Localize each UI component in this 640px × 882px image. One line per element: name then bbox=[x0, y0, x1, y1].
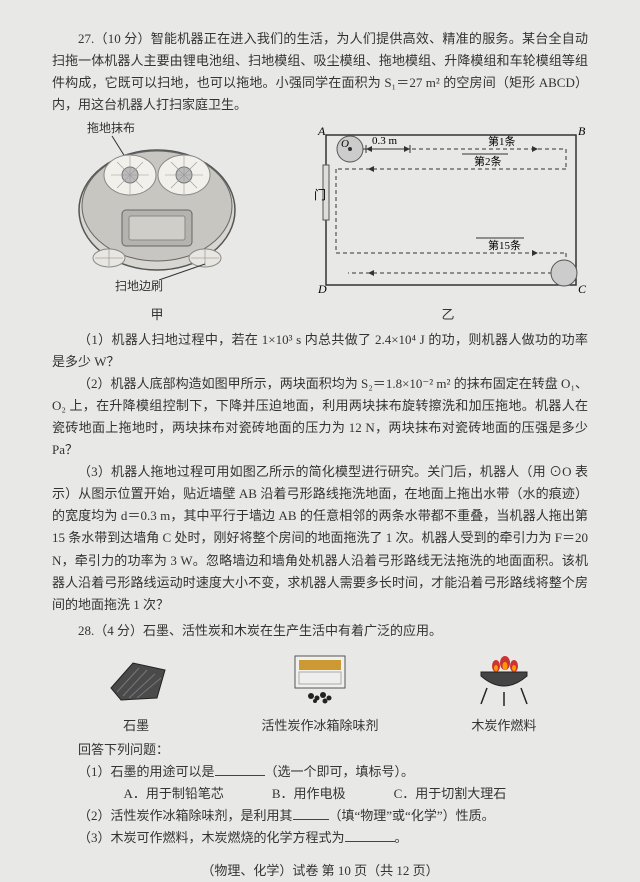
fig-label2: 活性炭作冰箱除味剂 bbox=[261, 715, 378, 737]
blank-2[interactable] bbox=[293, 807, 329, 820]
label-bottom: 扫地边刷 bbox=[115, 279, 163, 293]
q28-answer-header: 回答下列问题： bbox=[52, 739, 588, 761]
option-a[interactable]: A．用于制铅笔芯 bbox=[124, 783, 224, 805]
fig-charcoal: 木炭作燃料 bbox=[461, 648, 547, 737]
blank-1[interactable] bbox=[215, 763, 265, 776]
q27-part2: （2）机器人底部构造如图甲所示，两块面积均为 S₂＝1.8×10⁻² m² 的抹… bbox=[52, 373, 588, 461]
q27-fig-right: 门 A B C D O 0.3 m 第1条 bbox=[308, 125, 588, 326]
label-d: D bbox=[317, 282, 327, 295]
q28-p2-pre: （2）活性炭作冰箱除味剂，是利用其 bbox=[78, 808, 293, 823]
q28-p2-post: （填“物理”或“化学”）性质。 bbox=[329, 808, 495, 823]
fig-label3: 木炭作燃料 bbox=[461, 715, 547, 737]
label-door: 门 bbox=[314, 187, 326, 202]
q27-intro: 27.（10 分）智能机器正在进入我们的生活，为人们提供高效、精准的服务。某台全… bbox=[52, 28, 588, 116]
blank-3[interactable] bbox=[345, 829, 395, 842]
q27-part1: （1）机器人扫地过程中，若在 1×10³ s 内总共做了 2.4×10⁴ J 的… bbox=[52, 329, 588, 373]
label-c: C bbox=[578, 282, 587, 295]
q27-part3: （3）机器人拖地过程可用如图乙所示的简化模型进行研究。关门后，机器人（用 ⊙O … bbox=[52, 461, 588, 616]
q28-options: A．用于制铅笔芯 B．用作电极 C．用于切割大理石 bbox=[52, 783, 588, 805]
caption-left: 甲 bbox=[52, 304, 262, 326]
label-o: O bbox=[341, 138, 349, 150]
q27-fig-left: 拖地抹布 扫地边刷 甲 bbox=[52, 120, 262, 326]
fig-graphite: 石墨 bbox=[93, 648, 179, 737]
q28-figure-row: 石墨 活性炭作冰箱除味剂 bbox=[52, 648, 588, 737]
fig-carbon: 活性炭作冰箱除味剂 bbox=[261, 648, 378, 737]
caption-right: 乙 bbox=[308, 304, 588, 326]
label-03m: 0.3 m bbox=[372, 135, 398, 147]
graphite-icon bbox=[93, 648, 179, 708]
q27-figure-row: 拖地抹布 扫地边刷 甲 bbox=[52, 120, 588, 326]
robot-icon: 拖地抹布 扫地边刷 bbox=[57, 120, 257, 295]
q28-p3-post: 。 bbox=[395, 830, 408, 845]
label-line2: 第2条 bbox=[474, 154, 502, 168]
q28-part2: （2）活性炭作冰箱除味剂，是利用其 （填“物理”或“化学”）性质。 bbox=[52, 805, 588, 827]
label-line1: 第1条 bbox=[488, 134, 516, 148]
label-b: B bbox=[578, 125, 586, 138]
q28-part1: （1）石墨的用途可以是 （选一个即可，填标号）。 bbox=[52, 761, 588, 783]
q28-part3: （3）木炭可作燃料，木炭燃烧的化学方程式为 。 bbox=[52, 827, 588, 849]
carbon-box-icon bbox=[277, 648, 363, 708]
option-b[interactable]: B．用作电极 bbox=[272, 783, 346, 805]
grill-icon bbox=[461, 648, 547, 708]
page-footer: （物理、化学）试卷 第 10 页（共 12 页） bbox=[52, 860, 588, 882]
option-c[interactable]: C．用于切割大理石 bbox=[394, 783, 507, 805]
label-line15: 第15条 bbox=[488, 238, 521, 252]
q28-p1-pre: （1）石墨的用途可以是 bbox=[78, 764, 215, 779]
label-top: 拖地抹布 bbox=[87, 121, 135, 135]
fig-label1: 石墨 bbox=[93, 715, 179, 737]
q28-p3-pre: （3）木炭可作燃料，木炭燃烧的化学方程式为 bbox=[78, 830, 345, 845]
q28-p1-post: （选一个即可，填标号）。 bbox=[265, 764, 415, 779]
path-diagram-icon: 门 A B C D O 0.3 m 第1条 bbox=[308, 125, 588, 295]
q28-intro: 28.（4 分）石墨、活性炭和木炭在生产生活中有着广泛的应用。 bbox=[52, 620, 588, 642]
label-a: A bbox=[317, 125, 326, 138]
